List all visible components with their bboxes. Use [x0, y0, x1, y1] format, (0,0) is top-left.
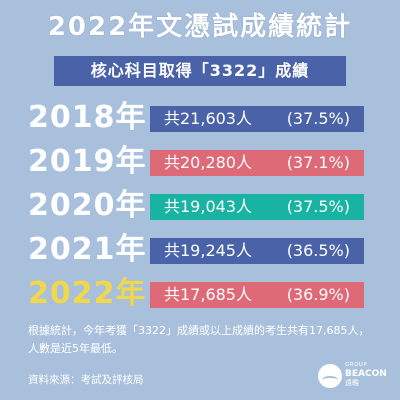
stat-row: 2021年 共19,245人 (36.5%) [0, 230, 400, 270]
row-percent: (36.9%) [286, 285, 350, 304]
summary-note-line: 根據統計，今年考獲「3322」成績或以上成績的考生共有17,685人， [28, 324, 370, 337]
row-value-pill: 共17,685人 (36.9%) [150, 282, 364, 308]
row-value-pill: 共21,603人 (37.5%) [150, 106, 364, 132]
logo-cn-label: 遠瞻 [345, 379, 359, 387]
row-count: 共19,043人 [164, 197, 252, 216]
beacon-logo-wordmark: GROUP BEACON 遠瞻 [345, 362, 387, 388]
logo-group-label: GROUP [345, 362, 368, 368]
row-year: 2019年 [28, 144, 147, 179]
page-title: 2022年文憑試成績統計 [47, 12, 353, 42]
stat-row: 2020年 共19,043人 (37.5%) [0, 186, 400, 226]
logo-brand-label: BEACON [345, 369, 387, 379]
summary-note: 根據統計，今年考獲「3322」成績或以上成績的考生共有17,685人， 人數是近… [28, 322, 378, 358]
row-count: 共21,603人 [164, 109, 252, 128]
stat-row: 2019年 共20,280人 (37.1%) [0, 142, 400, 182]
row-value-pill: 共19,245人 (36.5%) [150, 238, 364, 264]
row-count: 共20,280人 [164, 153, 252, 172]
row-year: 2020年 [28, 188, 147, 223]
row-count: 共17,685人 [164, 285, 252, 304]
beacon-logo: GROUP BEACON 遠瞻 [318, 362, 390, 394]
row-percent: (37.1%) [286, 153, 350, 172]
beacon-logo-icon [318, 364, 342, 388]
summary-note-line: 人數是近5年最低。 [28, 342, 123, 355]
page-subtitle: 核心科目取得「3322」成績 [54, 56, 346, 86]
row-value-pill: 共20,280人 (37.1%) [150, 150, 364, 176]
row-percent: (37.5%) [286, 197, 350, 216]
row-count: 共19,245人 [164, 241, 252, 260]
stat-row-highlight: 2022年 共17,685人 (36.9%) [0, 274, 400, 314]
row-value-pill: 共19,043人 (37.5%) [150, 194, 364, 220]
row-percent: (37.5%) [286, 109, 350, 128]
row-percent: (36.5%) [286, 241, 350, 260]
source-credit: 資料來源：考試及評核局 [28, 374, 144, 386]
row-year: 2021年 [28, 232, 147, 267]
row-year: 2018年 [28, 100, 147, 135]
row-year: 2022年 [28, 276, 147, 311]
stat-row: 2018年 共21,603人 (37.5%) [0, 98, 400, 138]
